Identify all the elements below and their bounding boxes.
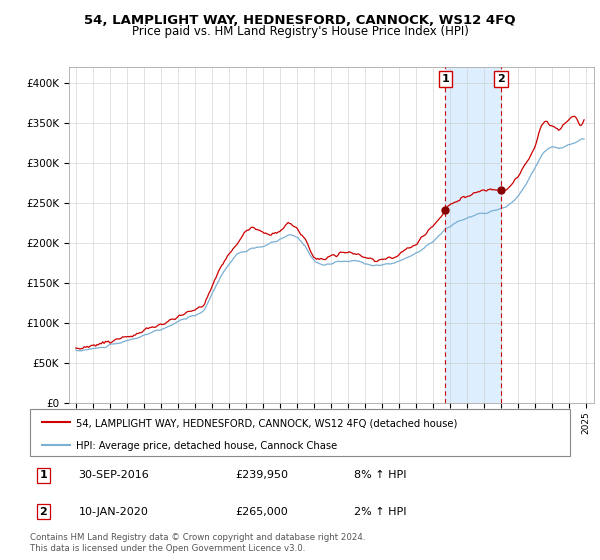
FancyBboxPatch shape [30,409,570,456]
Text: £239,950: £239,950 [235,470,288,480]
Text: 2% ↑ HPI: 2% ↑ HPI [354,507,407,517]
Text: 1: 1 [442,74,449,84]
Text: £265,000: £265,000 [235,507,288,517]
Text: Price paid vs. HM Land Registry's House Price Index (HPI): Price paid vs. HM Land Registry's House … [131,25,469,38]
Text: 1: 1 [40,470,47,480]
Text: HPI: Average price, detached house, Cannock Chase: HPI: Average price, detached house, Cann… [76,441,337,451]
Text: 2: 2 [497,74,505,84]
Text: 54, LAMPLIGHT WAY, HEDNESFORD, CANNOCK, WS12 4FQ (detached house): 54, LAMPLIGHT WAY, HEDNESFORD, CANNOCK, … [76,418,457,428]
Text: 8% ↑ HPI: 8% ↑ HPI [354,470,407,480]
Text: 10-JAN-2020: 10-JAN-2020 [79,507,148,517]
Text: 30-SEP-2016: 30-SEP-2016 [79,470,149,480]
Text: 2: 2 [40,507,47,517]
Text: 54, LAMPLIGHT WAY, HEDNESFORD, CANNOCK, WS12 4FQ: 54, LAMPLIGHT WAY, HEDNESFORD, CANNOCK, … [84,14,516,27]
Bar [445,67,501,403]
Text: Contains HM Land Registry data © Crown copyright and database right 2024.
This d: Contains HM Land Registry data © Crown c… [30,533,365,553]
